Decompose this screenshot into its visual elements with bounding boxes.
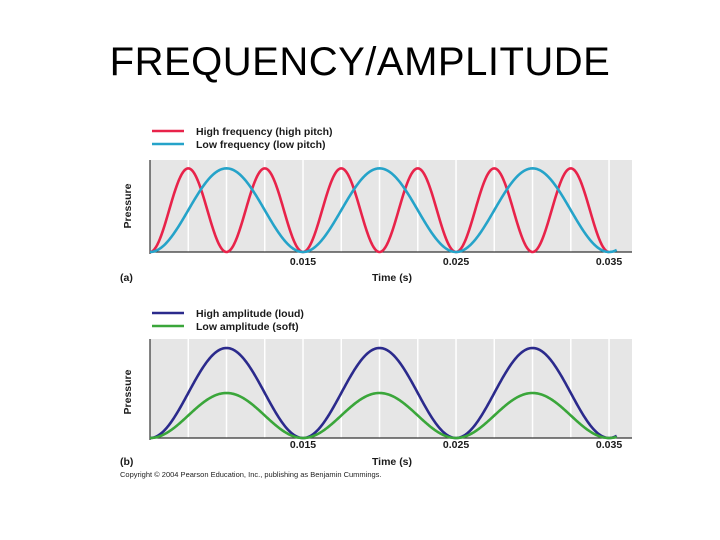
x-tick-label: 0.025	[443, 256, 469, 268]
legend-label: Low amplitude (soft)	[196, 321, 299, 333]
plot-area-2	[150, 339, 632, 438]
legend-label: High frequency (high pitch)	[196, 126, 333, 138]
x-tick-label: 0.035	[596, 439, 622, 451]
panel-label: (b)	[120, 456, 133, 468]
series-line-1-1	[149, 167, 610, 254]
slide-title: FREQUENCY/AMPLITUDE	[109, 40, 611, 84]
x-tick-label: 0.015	[290, 439, 316, 451]
x-tick-label: 0.015	[290, 256, 316, 268]
legend-label: High amplitude (loud)	[196, 308, 304, 320]
x-tick-label: 0.025	[443, 439, 469, 451]
legend-label: Low frequency (low pitch)	[196, 139, 326, 151]
series-line-2-2	[149, 391, 618, 440]
copyright-text: Copyright © 2004 Pearson Education, Inc.…	[120, 470, 382, 479]
y-axis-title: Pressure	[122, 369, 134, 414]
x-axis-title: Time (s)	[372, 272, 412, 284]
series-line-1-2	[149, 167, 618, 254]
panel-label: (a)	[120, 272, 133, 284]
y-axis-title: Pressure	[122, 183, 134, 228]
x-tick-label: 0.035	[596, 256, 622, 268]
x-axis-title: Time (s)	[372, 456, 412, 468]
series-line-2-1	[149, 346, 618, 440]
